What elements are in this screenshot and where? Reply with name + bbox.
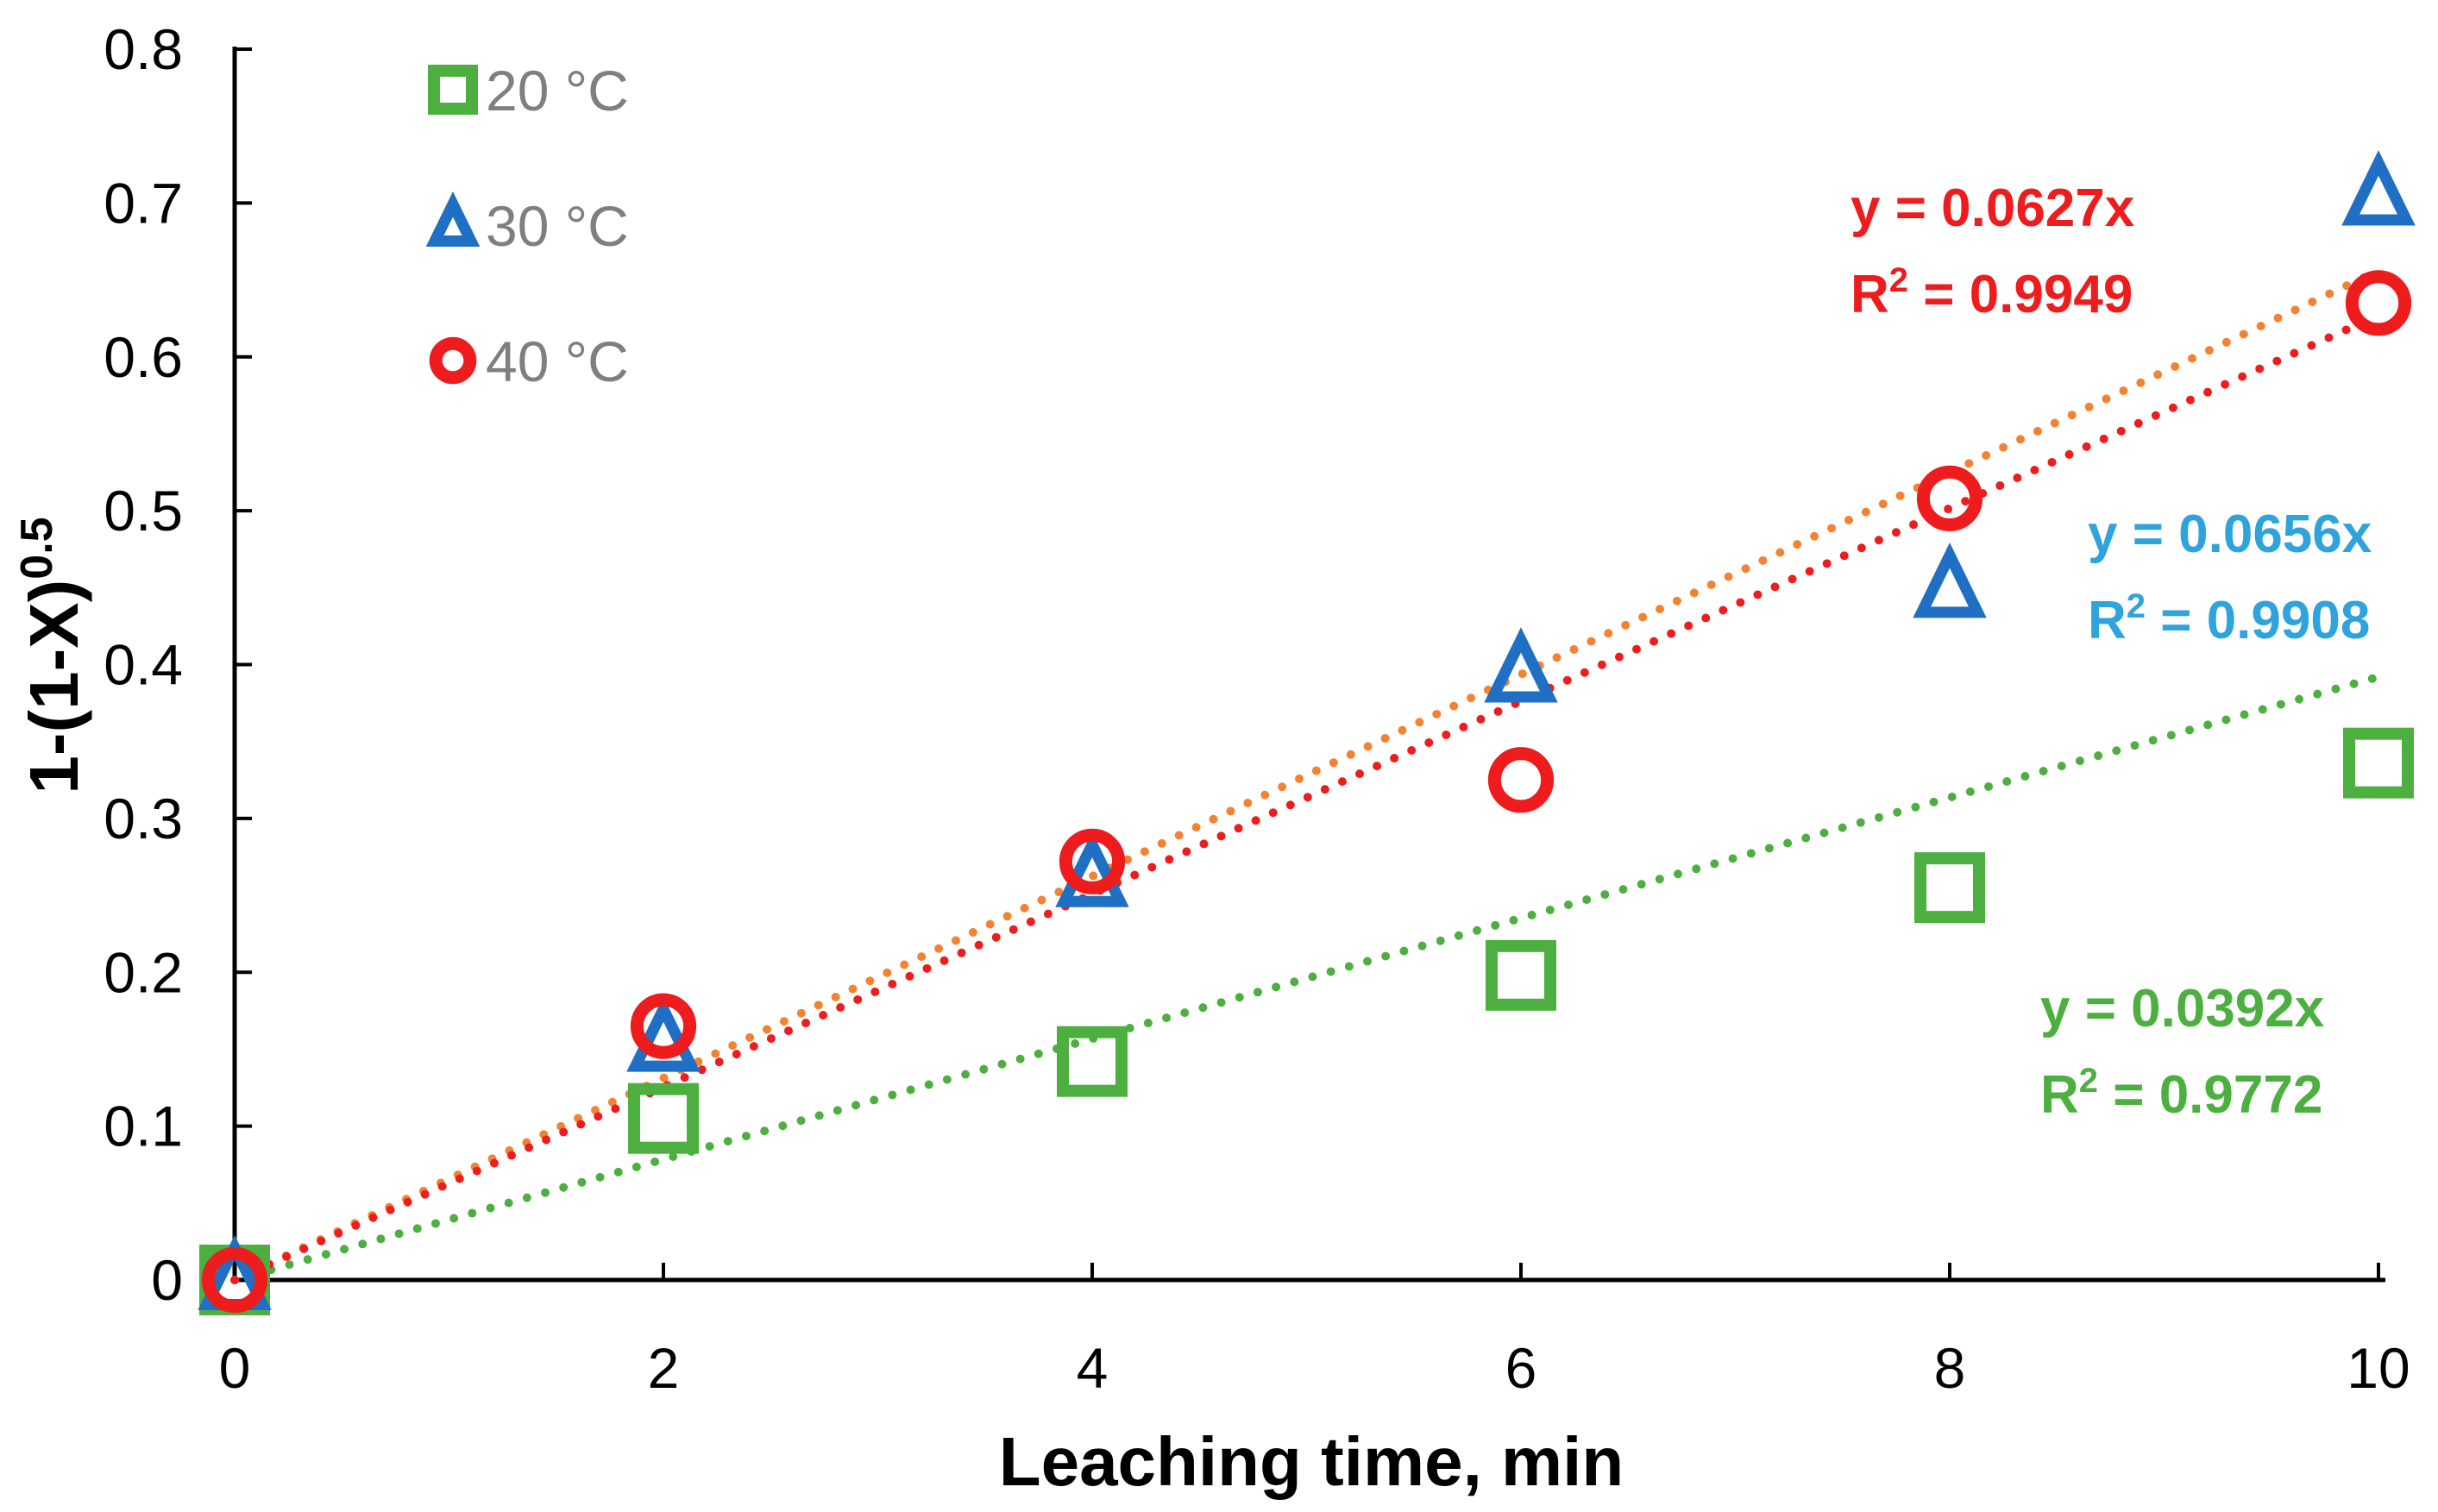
x-tick-label-10: 10 — [2347, 1336, 2410, 1400]
point-series-0-2 — [1057, 1026, 1128, 1097]
y-axis-title-exponent: 0.5 — [12, 517, 62, 579]
point-series-2-3 — [1487, 747, 1555, 813]
legend-marker-0 — [428, 65, 478, 115]
y-tick-label-0.4: 0.4 — [104, 633, 183, 697]
fit-r2-value-0: = 0.9772 — [2098, 1065, 2322, 1125]
fit-r2-exponent-1: 2 — [2127, 587, 2146, 625]
point-series-2-4 — [1916, 465, 1983, 531]
point-series-0-5 — [2343, 727, 2414, 799]
y-tick-label-0.7: 0.7 — [104, 171, 183, 235]
point-series-1-3 — [1484, 627, 1558, 703]
y-axis-title: 1-(1-X)0.5 — [12, 517, 92, 794]
x-tick-label-6: 6 — [1505, 1336, 1537, 1400]
x-tick-label-4: 4 — [1077, 1336, 1109, 1400]
fit-equation-1: y = 0.0656x — [2088, 505, 2372, 564]
trendlines — [230, 266, 2383, 1284]
legend-marker-2 — [429, 336, 477, 385]
y-tick-label-0.5: 0.5 — [104, 479, 183, 543]
data-markers — [198, 150, 2416, 1315]
fit-r2-2: R2 = 0.9949 — [1850, 261, 2133, 324]
point-series-1-5 — [2341, 150, 2416, 226]
y-tick-label-0.3: 0.3 — [104, 787, 183, 850]
x-tick-label-0: 0 — [219, 1336, 251, 1400]
point-series-0-4 — [1914, 852, 1985, 924]
y-tick-label-0.8: 0.8 — [104, 17, 183, 81]
point-series-1-1 — [626, 996, 701, 1072]
axes: 0 2 4 6 8 10 0 0.1 0.2 0.3 0.4 0.5 0.6 0.7 0.8 — [104, 17, 2410, 1400]
fit-r2-1: R2 = 0.9908 — [2088, 587, 2370, 650]
fit-r2-value-1: = 0.9908 — [2146, 591, 2370, 650]
fit-equation-2: y = 0.0627x — [1850, 179, 2135, 238]
trendline-series-0 — [230, 672, 2383, 1284]
trendline-series-1 — [230, 266, 2383, 1284]
point-series-1-2 — [1055, 831, 1129, 907]
fit-equation-0: y = 0.0392x — [2040, 979, 2325, 1038]
point-series-2-1 — [630, 993, 697, 1059]
y-tick-label-0.1: 0.1 — [104, 1095, 183, 1158]
legend-marker-1 — [425, 191, 481, 247]
point-series-1-4 — [1913, 543, 1987, 618]
point-series-0-1 — [628, 1082, 699, 1154]
fit-r2-prefix-2: R — [1850, 265, 1889, 324]
trendline-series-2 — [230, 311, 2383, 1284]
point-series-0-3 — [1486, 939, 1556, 1011]
point-series-2-0 — [201, 1246, 268, 1314]
x-tick-label-8: 8 — [1934, 1336, 1966, 1400]
x-axis-title: Leaching time, min — [999, 1423, 1624, 1500]
fit-r2-exponent-2: 2 — [1889, 261, 1908, 299]
fit-r2-prefix-1: R — [2088, 591, 2127, 650]
legend-label-1: 30 °C — [486, 194, 629, 258]
y-tick-label-0.2: 0.2 — [104, 940, 183, 1004]
fit-r2-value-2: = 0.9949 — [1908, 265, 2133, 324]
legend: 20 °C 30 °C 40 °C — [425, 59, 629, 393]
fit-r2-exponent-0: 2 — [2079, 1062, 2098, 1100]
point-series-2-2 — [1059, 828, 1126, 894]
fit-r2-0: R2 = 0.9772 — [2040, 1062, 2322, 1125]
point-series-2-5 — [2345, 270, 2412, 336]
y-tick-label-0: 0 — [151, 1248, 183, 1312]
legend-label-2: 40 °C — [486, 329, 629, 393]
y-axis-title-base: 1-(1-X) — [16, 580, 92, 794]
y-tick-label-0.6: 0.6 — [104, 325, 183, 389]
legend-label-0: 20 °C — [486, 59, 629, 122]
fit-r2-prefix-0: R — [2040, 1065, 2079, 1125]
x-tick-label-2: 2 — [648, 1336, 680, 1400]
